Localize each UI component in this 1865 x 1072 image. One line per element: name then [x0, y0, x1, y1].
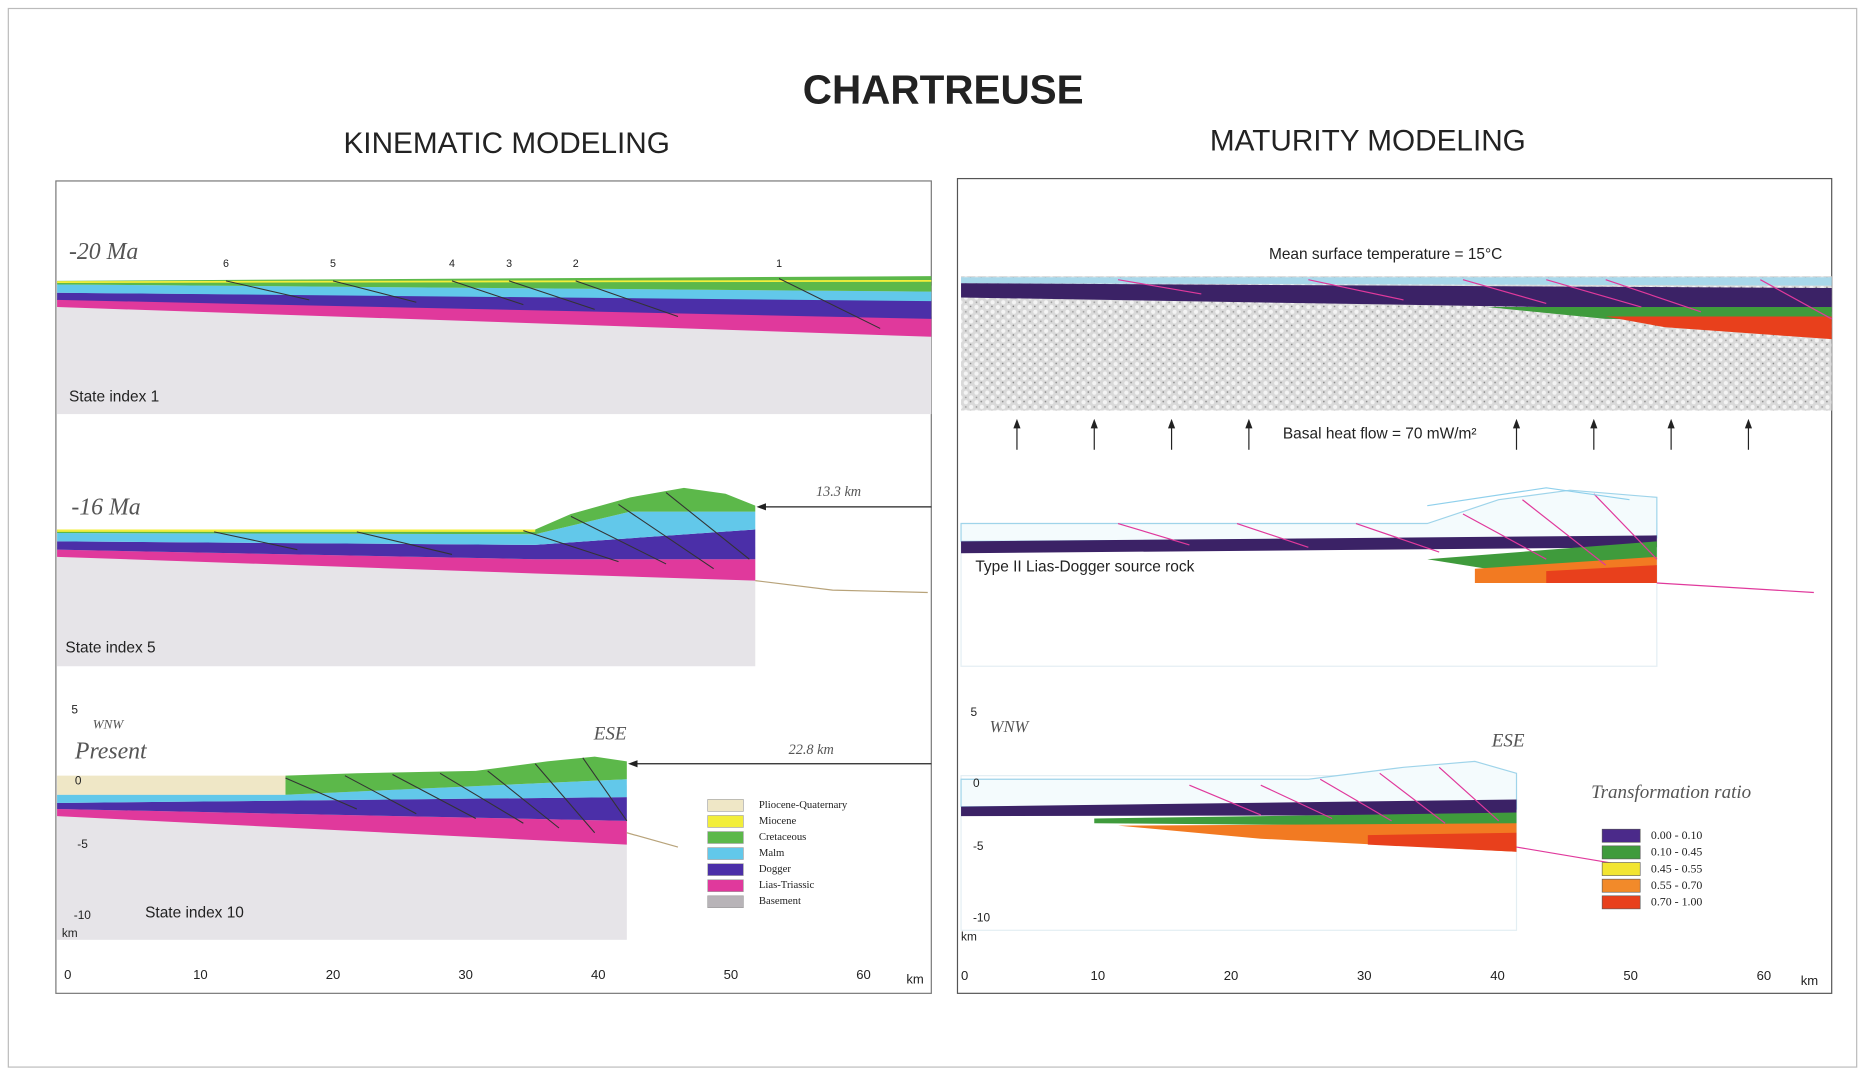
age: -16 Ma: [71, 495, 140, 521]
legend-swatch: [1602, 896, 1640, 909]
legend-swatch: [708, 864, 744, 876]
annotation: Basal heat flow = 70 mW/m²: [1283, 425, 1477, 442]
direction: ESE: [593, 724, 627, 745]
legend-label: Lias-Triassic: [759, 879, 815, 891]
title: CHARTREUSE: [803, 67, 1084, 113]
depth-tick-label: -10: [973, 911, 991, 925]
legend-swatch: [1602, 879, 1640, 892]
depth-tick-label: 0: [973, 776, 980, 790]
legend-swatch: [708, 799, 744, 811]
state-label: State index 5: [65, 639, 155, 656]
fault-label: 1: [776, 258, 782, 270]
x-tick-label: 20: [1224, 968, 1239, 983]
depth-unit: km: [961, 930, 977, 944]
x-unit: km: [1801, 973, 1819, 988]
section: [961, 276, 1832, 410]
legend-swatch: [1602, 829, 1640, 842]
x-tick-label: 30: [1357, 968, 1372, 983]
annotation: Mean surface temperature = 15°C: [1269, 246, 1502, 263]
fault-label: 3: [506, 258, 512, 270]
x-tick-label: 60: [856, 967, 871, 982]
fault-label: 6: [223, 258, 229, 270]
depth-tick-label: 5: [971, 705, 978, 719]
legend-label: Dogger: [759, 863, 791, 875]
depth-tick-label: 5: [71, 702, 78, 716]
direction: WNW: [990, 717, 1031, 736]
legend-swatch: [708, 816, 744, 828]
x-tick-label: 10: [193, 967, 208, 982]
state-label: State index 10: [145, 905, 244, 922]
direction: WNW: [93, 717, 125, 732]
legend-swatch: [708, 848, 744, 860]
age: -20 Ma: [69, 239, 138, 265]
legend-label: 0.45 - 0.55: [1651, 861, 1703, 875]
state-label: State index 1: [69, 389, 159, 406]
legend-label: 0.10 - 0.45: [1651, 845, 1703, 859]
x-tick-label: 20: [326, 967, 341, 982]
x-tick-label: 40: [591, 967, 606, 982]
x-tick-label: 40: [1490, 968, 1505, 983]
figure: CHARTREUSE KINEMATIC MODELING MATURITY M…: [0, 0, 1865, 1072]
shortening: 13.3 km: [816, 484, 861, 500]
legend-label: 0.70 - 1.00: [1651, 895, 1703, 909]
legend-swatch: [708, 896, 744, 908]
x-tick-label: 60: [1757, 968, 1772, 983]
depth-tick-label: 0: [75, 774, 82, 788]
legend-swatch: [1602, 846, 1640, 859]
section: [57, 276, 931, 414]
annotation: Type II Lias-Dogger source rock: [975, 559, 1194, 576]
legend-label: 0.00 - 0.10: [1651, 828, 1703, 842]
layer: [57, 281, 931, 282]
x-tick-label: 50: [1623, 968, 1638, 983]
legend-label: Cretaceous: [759, 831, 806, 843]
fault-label: 2: [573, 258, 579, 270]
depth-tick-label: -5: [973, 839, 984, 853]
x-tick-label: 50: [724, 967, 739, 982]
age: Present: [74, 739, 148, 765]
x-tick-label: 0: [961, 968, 968, 983]
legend-label: Miocene: [759, 815, 797, 827]
heading: MATURITY MODELING: [1210, 125, 1526, 158]
heading: KINEMATIC MODELING: [343, 127, 669, 160]
legend-label: Malm: [759, 847, 785, 859]
legend-label: Basement: [759, 895, 801, 907]
shortening: 22.8 km: [789, 742, 834, 758]
legend-label: Pliocene-Quaternary: [759, 799, 848, 811]
legend-swatch: [708, 880, 744, 892]
direction: ESE: [1491, 731, 1525, 752]
legend-swatch: [1602, 862, 1640, 875]
layer: [57, 776, 285, 795]
depth-tick-label: -10: [74, 908, 92, 922]
depth-unit: km: [62, 926, 78, 940]
x-tick-label: 10: [1091, 968, 1106, 983]
fault-label: 4: [449, 258, 455, 270]
x-unit: km: [906, 972, 924, 987]
x-tick-label: 0: [64, 967, 71, 982]
fault-label: 5: [330, 258, 336, 270]
legend-label: 0.55 - 0.70: [1651, 878, 1703, 892]
depth-tick-label: -5: [77, 837, 88, 851]
legend-title: Transformation ratio: [1591, 782, 1751, 803]
x-tick-label: 30: [458, 967, 473, 982]
legend-swatch: [708, 832, 744, 844]
